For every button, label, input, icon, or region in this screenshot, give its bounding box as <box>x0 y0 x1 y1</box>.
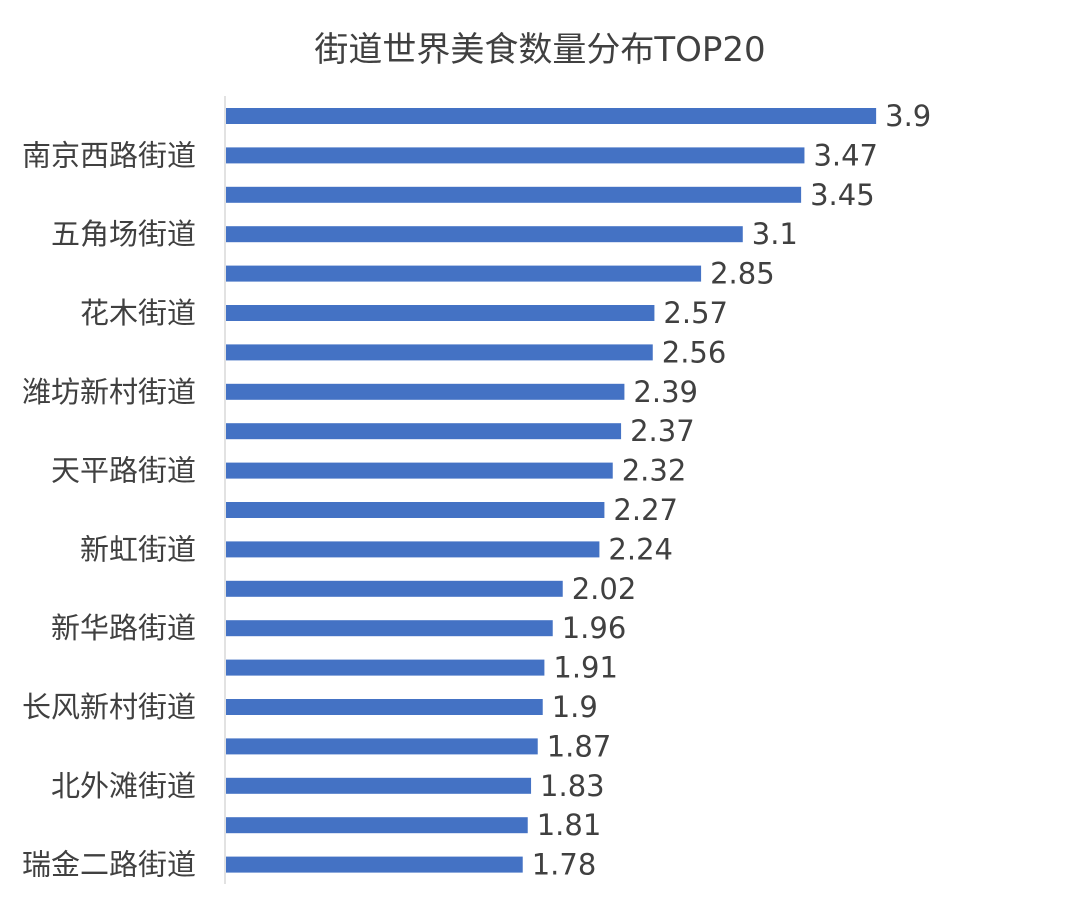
category-label: 潍坊新村街道 <box>22 375 196 409</box>
bar <box>226 108 877 124</box>
data-label: 1.78 <box>532 848 597 882</box>
data-label: 2.57 <box>663 296 728 330</box>
data-label: 2.27 <box>613 493 678 527</box>
data-label: 2.02 <box>572 572 637 606</box>
data-label: 2.56 <box>662 335 727 369</box>
data-label: 2.37 <box>630 414 695 448</box>
bar <box>226 147 805 164</box>
data-label: 3.47 <box>813 138 878 172</box>
category-label: 长风新村街道 <box>22 690 196 724</box>
category-label: 南京西路街道 <box>22 138 196 172</box>
bar <box>226 620 553 637</box>
bar <box>226 305 655 321</box>
data-label: 2.85 <box>710 257 775 291</box>
bar <box>226 659 545 676</box>
bar <box>226 265 702 282</box>
data-label: 3.1 <box>752 217 798 251</box>
data-label: 1.91 <box>553 651 618 685</box>
bar <box>226 226 743 243</box>
bar <box>226 699 543 715</box>
category-label: 天平路街道 <box>51 454 196 488</box>
category-label: 新虹街道 <box>80 532 196 566</box>
bar <box>226 462 613 479</box>
bar <box>226 817 528 834</box>
data-label: 1.83 <box>540 769 605 803</box>
bar <box>226 580 563 597</box>
data-label: 2.32 <box>622 454 687 488</box>
bar <box>226 738 538 755</box>
bar <box>226 856 523 873</box>
category-label: 北外滩街道 <box>51 769 196 803</box>
data-label: 3.9 <box>885 99 931 133</box>
data-label: 2.24 <box>608 532 673 566</box>
bar <box>226 423 622 440</box>
bar <box>226 344 653 361</box>
bars-layer: 3.93.47 南京西路街道 3.45 3.1 五角场街道 2.85 2.57 花木街道 2.5… <box>22 99 931 882</box>
data-label: 2.39 <box>633 375 698 409</box>
bar <box>226 541 600 558</box>
chart-title: 街道世界美食数量分布TOP20 <box>314 30 766 70</box>
category-label: 瑞金二路街道 <box>22 848 196 882</box>
data-label: 1.81 <box>537 808 602 842</box>
data-label: 1.96 <box>562 611 627 645</box>
bar <box>226 502 605 518</box>
bar <box>226 383 625 400</box>
category-label: 新华路街道 <box>51 611 196 645</box>
bar <box>226 777 532 794</box>
data-label: 1.9 <box>552 690 598 724</box>
category-label: 五角场街道 <box>51 217 196 251</box>
data-label: 1.87 <box>547 729 612 763</box>
data-label: 3.45 <box>810 178 875 212</box>
category-label: 花木街道 <box>80 296 196 330</box>
bar <box>226 186 802 203</box>
